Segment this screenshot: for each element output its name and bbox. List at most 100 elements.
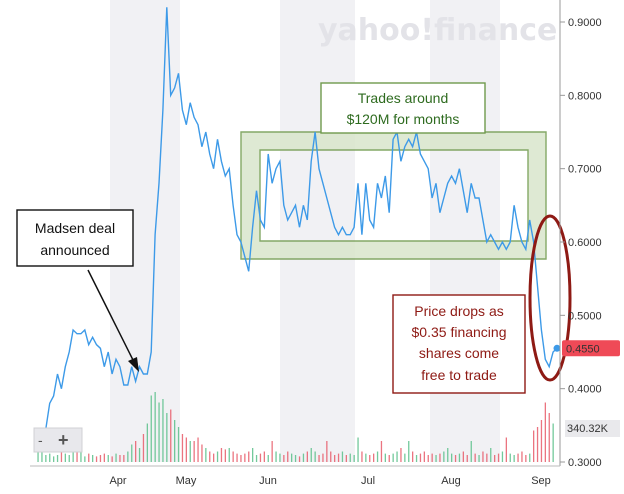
x-tick-label: Sep xyxy=(531,475,551,487)
volume-badge: 340.32K xyxy=(565,420,620,437)
volume-bar xyxy=(447,448,449,462)
volume-bar xyxy=(240,455,242,462)
volume-bar xyxy=(412,451,414,462)
volume-bar xyxy=(228,448,230,462)
drop-line-1: Price drops as xyxy=(414,303,503,319)
volume-bar xyxy=(423,451,425,462)
volume-bar xyxy=(205,448,207,462)
volume-bar xyxy=(150,395,152,462)
x-tick-label: Jul xyxy=(361,475,375,487)
volume-bar xyxy=(439,453,441,462)
y-tick-label: 0.5000 xyxy=(568,310,602,322)
volume-bar xyxy=(283,455,285,462)
volume-bar xyxy=(494,455,496,462)
volume-bar xyxy=(84,456,86,462)
y-axis: 0.9000 0.8000 0.7000 0.6000 0.5000 0.4000 0.30… xyxy=(560,17,602,469)
trades-box xyxy=(320,82,486,134)
volume-bar xyxy=(388,455,390,462)
annotation-drop: Price drops as $0.35 financing shares co… xyxy=(392,294,526,394)
volume-bar xyxy=(255,455,258,462)
volume-bar xyxy=(197,437,199,462)
madsen-line-2: announced xyxy=(40,242,109,258)
volume-bar xyxy=(517,453,519,462)
volume-bar xyxy=(95,456,98,462)
volume-bar xyxy=(529,453,531,462)
volume-bar xyxy=(345,455,347,462)
volume-bar xyxy=(103,453,105,462)
volume-bar xyxy=(458,453,461,462)
volume-bar xyxy=(216,451,219,462)
madsen-arrow-head xyxy=(128,357,139,372)
volume-bar xyxy=(45,455,47,462)
volume-bar xyxy=(92,455,94,462)
y-tick-label: 0.8000 xyxy=(568,90,602,102)
volume-bar xyxy=(166,413,168,462)
volume-bar xyxy=(396,451,398,462)
volume-bar xyxy=(232,451,234,462)
volume-bar xyxy=(310,448,312,462)
drop-line-2: $0.35 financing xyxy=(412,324,507,340)
volume-bar xyxy=(107,455,109,462)
volume-bar xyxy=(76,448,78,462)
annotation-trades: Trades around $120M for months xyxy=(320,82,486,134)
last-price-badge: 0.4550 xyxy=(562,340,620,357)
volume-bar xyxy=(544,402,546,462)
drop-box xyxy=(392,294,526,394)
madsen-line-1: Madsen deal xyxy=(35,220,115,236)
volume-bar xyxy=(60,451,63,462)
zoom-controls-bg xyxy=(33,427,83,453)
volume-bar xyxy=(509,453,511,462)
volume-bar xyxy=(146,423,148,462)
volume-badge-bg xyxy=(565,420,620,437)
volume-bar xyxy=(400,448,402,462)
y-tick-label: 0.4000 xyxy=(568,384,602,396)
volume-bar xyxy=(279,453,281,462)
volume-bar xyxy=(99,455,102,462)
volume-bar xyxy=(361,451,363,462)
volume-bar xyxy=(220,448,223,462)
volume-bar xyxy=(497,453,500,462)
last-price-dot xyxy=(553,344,561,352)
zoom-in-button[interactable]: + xyxy=(58,430,69,450)
volume-bar xyxy=(142,434,145,462)
volume-bar xyxy=(513,455,515,462)
volume-bar xyxy=(419,453,422,462)
volume-bar xyxy=(486,453,488,462)
volume-bar xyxy=(318,455,320,462)
volume-bar xyxy=(275,451,277,462)
volume-bar xyxy=(533,430,535,462)
volume-bar xyxy=(540,420,543,462)
volume-bar xyxy=(454,455,457,462)
y-tick-label: 0.3000 xyxy=(568,457,602,469)
volume-bar xyxy=(115,453,117,462)
volume-bar xyxy=(435,455,437,462)
volume-bar xyxy=(189,441,191,462)
volume-bar xyxy=(72,449,74,462)
volume-bar xyxy=(443,451,445,462)
zoom-out-button[interactable]: - xyxy=(38,432,43,448)
volume-bar xyxy=(552,423,554,462)
volume-bar xyxy=(135,441,137,462)
watermark-text: yahoo!finance xyxy=(318,13,557,48)
volume-bar xyxy=(244,453,246,462)
volume-bar xyxy=(306,451,308,462)
volume-bar xyxy=(536,427,539,462)
zoom-controls: - + xyxy=(33,427,83,453)
volume-bar xyxy=(181,434,184,462)
volume-bar xyxy=(501,451,504,462)
volume-bar xyxy=(185,437,187,462)
volume-bar xyxy=(224,449,226,462)
drop-line-4: free to trade xyxy=(421,367,497,383)
volume-bar xyxy=(415,455,418,462)
volume-bar xyxy=(127,451,129,462)
volume-bar xyxy=(252,448,254,462)
volume-bar xyxy=(451,453,453,462)
volume-bar xyxy=(482,451,484,462)
volume-bar xyxy=(131,444,133,462)
volume-bar xyxy=(162,399,164,462)
volume-bar xyxy=(213,453,215,462)
volume-bar xyxy=(365,453,367,462)
x-tick-label: Aug xyxy=(441,475,461,487)
drop-line-3: shares come xyxy=(419,345,499,361)
volume-bar xyxy=(384,453,386,462)
